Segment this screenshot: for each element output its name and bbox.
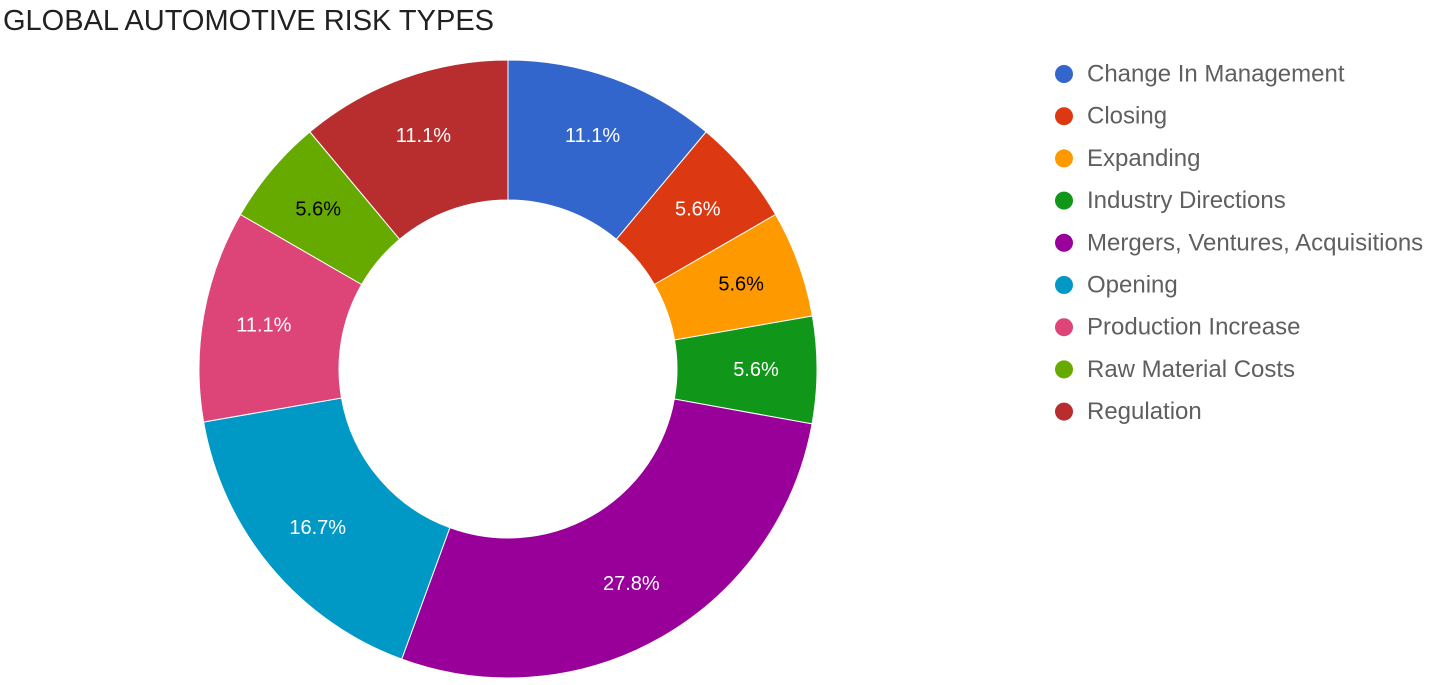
legend-marker-production-increase xyxy=(1055,318,1073,337)
legend: Change In Management Closing Expanding Indu… xyxy=(1055,61,1423,425)
slice-label-production-increase: 11.1% xyxy=(236,315,291,337)
legend-marker-expanding xyxy=(1055,149,1073,168)
slice-opening xyxy=(203,397,451,660)
legend-marker-regulation xyxy=(1055,402,1073,421)
legend-marker-closing xyxy=(1055,107,1073,126)
slice-label-expanding: 5.6% xyxy=(718,273,764,295)
slice-label-raw-material-costs: 5.6% xyxy=(295,198,341,220)
legend-label-raw-material-costs: Raw Material Costs xyxy=(1087,356,1295,383)
slice-label-opening: 16.7% xyxy=(289,517,346,539)
slices-group xyxy=(198,59,818,679)
chart-title: GLOBAL AUTOMOTIVE RISK TYPES xyxy=(3,5,494,37)
legend-marker-change-in-management xyxy=(1055,65,1073,83)
slice-regulation xyxy=(309,59,509,241)
slice-label-mergers-ventures-acquisitions: 27.8% xyxy=(603,573,660,595)
legend-label-closing: Closing xyxy=(1087,103,1167,130)
legend-marker-opening xyxy=(1055,276,1073,294)
legend-marker-raw-material-costs xyxy=(1055,360,1073,379)
legend-label-expanding: Expanding xyxy=(1087,145,1200,172)
legend-label-mergers-ventures-acquisitions: Mergers, Ventures, Acquisitions xyxy=(1087,229,1423,256)
legend-label-regulation: Regulation xyxy=(1087,398,1202,425)
slice-labels-group: 11.1% 5.6% 5.6% 5.6% 27.8% 16.7% 11.1% 5.6% 11.1… xyxy=(236,125,779,595)
slice-label-closing: 5.6% xyxy=(675,198,721,220)
legend-label-industry-directions: Industry Directions xyxy=(1087,187,1286,214)
legend-marker-industry-directions xyxy=(1055,191,1073,210)
legend-label-production-increase: Production Increase xyxy=(1087,314,1300,341)
slice-label-regulation: 11.1% xyxy=(396,125,451,147)
slice-label-change-in-management: 11.1% xyxy=(565,125,620,147)
slice-mergers-ventures-acquisitions xyxy=(401,398,813,679)
legend-label-change-in-management: Change In Management xyxy=(1087,61,1345,88)
legend-marker-mergers-ventures-acquisitions xyxy=(1055,233,1073,252)
legend-label-opening: Opening xyxy=(1087,272,1178,299)
slice-label-industry-directions: 5.6% xyxy=(733,359,779,381)
